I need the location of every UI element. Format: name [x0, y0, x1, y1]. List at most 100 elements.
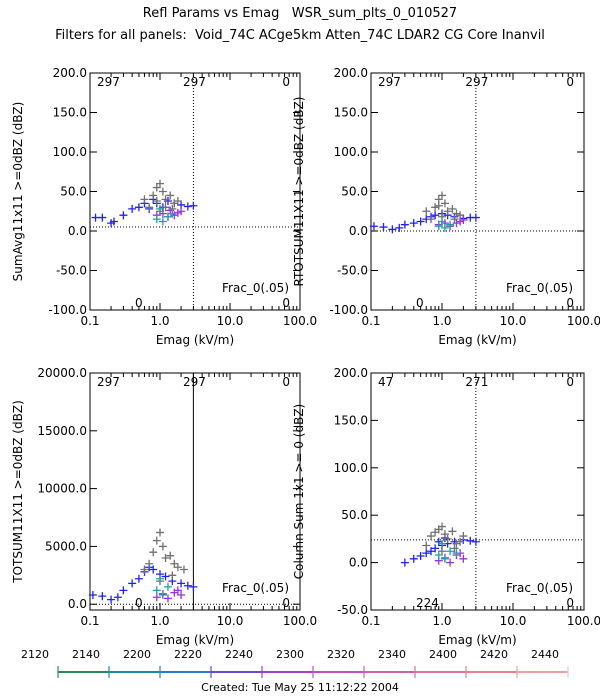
data-point: [119, 211, 128, 220]
data-point: [161, 572, 170, 581]
y-tick-label: 200.0: [334, 366, 368, 380]
y-tick-label: 50.0: [341, 508, 368, 522]
data-point: [177, 590, 186, 599]
data-point: [177, 207, 186, 216]
series-1: [400, 533, 480, 567]
data-point: [452, 539, 461, 548]
data-point: [422, 541, 431, 550]
data-point: [152, 196, 161, 205]
data-point: [156, 528, 164, 537]
data-point: [158, 542, 167, 551]
data-point: [379, 223, 388, 232]
data-point: [156, 574, 164, 583]
data-point: [452, 219, 461, 228]
series-1: [88, 563, 198, 604]
x-axis-label: Emag (kV/m): [438, 333, 516, 347]
count-bottom-right: 0: [282, 296, 290, 310]
data-point: [109, 217, 118, 226]
x-tick-label: 100.0: [283, 614, 317, 628]
data-point: [416, 217, 425, 226]
colorbar: 2120 2140 2200 2220 2240 2300 2320 2340 2400 2420…: [21, 648, 569, 678]
data-point: [128, 579, 137, 588]
data-point: [161, 203, 170, 212]
data-point: [456, 537, 465, 546]
data-point: [134, 203, 143, 212]
x-tick-label: 10.0: [217, 614, 244, 628]
x-tick-label: 100.0: [567, 314, 600, 328]
series-3: [140, 528, 188, 586]
count-top-center: 297: [183, 375, 206, 389]
x-tick-label: 1.0: [150, 614, 169, 628]
x-tick-label: 0.1: [80, 614, 99, 628]
data-point: [140, 195, 149, 204]
count-top-right: 0: [566, 375, 574, 389]
count-top-right: 0: [282, 375, 290, 389]
colorbar-tick-label: 2140: [72, 648, 100, 661]
data-point: [431, 544, 440, 553]
data-point: [443, 207, 452, 216]
data-point: [119, 586, 128, 595]
x-tick-label: 1.0: [432, 614, 451, 628]
data-point: [452, 549, 461, 558]
scatter-panel-2: 0.1 1.0 10.0 100.0 -100.0 -50.0 0.0 50.0 100.0 15…: [292, 66, 600, 347]
x-tick-label: 100.0: [283, 314, 317, 328]
count-bottom-left: 0: [416, 296, 424, 310]
colorbar-tick-label: 2420: [480, 648, 508, 661]
scatter-panel-3: 0.1 1.0 10.0 100.0 0.0 5000.0 10000.0 15000.0 20…: [11, 366, 317, 647]
y-tick-label: 5000.0: [45, 539, 87, 553]
count-bottom-right: 0: [566, 596, 574, 610]
data-point: [440, 199, 449, 208]
x-axis-label: Emag (kV/m): [156, 333, 234, 347]
data-point: [459, 532, 468, 541]
data-point: [163, 212, 172, 221]
data-point: [168, 571, 177, 580]
data-point: [400, 558, 409, 567]
y-tick-label: 0.0: [68, 597, 87, 611]
scatter-panel-4: 0.1 1.0 10.0 100.0 -50.0 0.0 50.0 100.0 150.0 200…: [292, 366, 600, 647]
data-point: [446, 547, 455, 556]
data-point: [427, 215, 436, 224]
y-tick-label: 100.0: [334, 145, 368, 159]
y-tick-label: 0.0: [68, 224, 87, 238]
colorbar-tick-label: 2320: [327, 648, 355, 661]
y-tick-label: -50.0: [56, 264, 87, 278]
y-tick-label: 50.0: [341, 185, 368, 199]
data-point: [152, 536, 161, 545]
series-4: [152, 204, 177, 226]
created-timestamp: Created: Tue May 25 11:12:22 2004: [201, 681, 399, 694]
data-point: [450, 215, 459, 224]
y-axis-label: RTOTSUM11X11 >=0dBZ (dBZ): [292, 97, 306, 287]
count-top-left: 297: [378, 75, 401, 89]
data-point: [422, 207, 431, 216]
data-point: [156, 204, 164, 213]
data-point: [161, 195, 170, 204]
data-point: [448, 204, 457, 213]
y-tick-label: -50.0: [337, 264, 368, 278]
data-point: [452, 209, 461, 218]
series-4: [434, 217, 455, 232]
data-point: [183, 581, 192, 590]
y-axis-label: TOTSUM11X11 >=0dBZ (dBZ): [11, 400, 25, 584]
data-point: [438, 191, 446, 200]
x-axis-label: Emag (kV/m): [438, 633, 516, 647]
data-point: [145, 203, 154, 212]
data-point: [149, 548, 158, 557]
data-point: [440, 554, 449, 563]
data-point: [128, 204, 137, 213]
data-point: [98, 592, 107, 601]
x-axis-label: Emag (kV/m): [156, 633, 234, 647]
data-point: [471, 537, 480, 546]
data-point: [173, 563, 182, 572]
data-point: [431, 203, 440, 212]
data-point: [189, 582, 198, 591]
colorbar-tick-label: 2220: [174, 648, 202, 661]
data-point: [166, 551, 175, 560]
count-bottom-left: 0: [135, 296, 143, 310]
x-tick-label: 100.0: [567, 614, 600, 628]
data-point: [173, 586, 182, 595]
x-tick-label: 0.1: [80, 314, 99, 328]
count-top-left: 47: [378, 375, 393, 389]
frac-label: Frac_0(.05): [506, 581, 573, 595]
scatter-panel-1: 0.1 1.0 10.0 100.0 -100.0 -50.0 0.0 50.0 100.0 15…: [11, 66, 317, 347]
